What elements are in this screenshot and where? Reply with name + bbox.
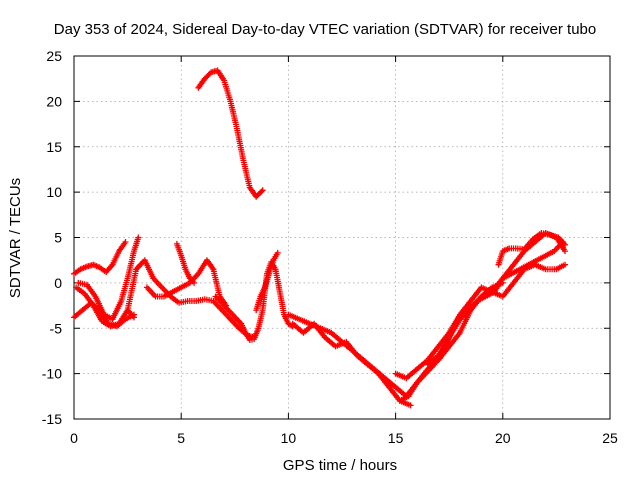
data-series bbox=[71, 67, 568, 409]
y-tick-label: 0 bbox=[54, 275, 62, 291]
y-tick-label: 5 bbox=[54, 230, 62, 246]
data-track bbox=[71, 239, 129, 277]
data-track bbox=[424, 230, 568, 368]
y-axis-label: SDTVAR / TECUs bbox=[7, 178, 24, 298]
data-track bbox=[143, 257, 230, 309]
y-tick-label: 20 bbox=[46, 93, 62, 109]
x-tick-label: 5 bbox=[177, 430, 185, 446]
data-track bbox=[173, 240, 198, 286]
y-tick-label: -10 bbox=[42, 366, 62, 382]
y-tick-label: -15 bbox=[42, 411, 62, 427]
data-track bbox=[396, 239, 566, 404]
chart-title: Day 353 of 2024, Sidereal Day-to-day VTE… bbox=[54, 21, 596, 38]
y-tick-label: 15 bbox=[46, 139, 62, 155]
data-track bbox=[253, 249, 281, 314]
x-tick-label: 10 bbox=[281, 430, 297, 446]
x-tick-label: 20 bbox=[495, 430, 511, 446]
grid bbox=[74, 56, 610, 419]
data-track bbox=[124, 257, 258, 341]
data-track bbox=[73, 284, 137, 330]
y-tick-label: 10 bbox=[46, 184, 62, 200]
x-axis-label: GPS time / hours bbox=[283, 457, 397, 474]
x-tick-label: 0 bbox=[70, 430, 78, 446]
data-track bbox=[289, 320, 414, 409]
data-track bbox=[495, 230, 568, 268]
data-track bbox=[75, 234, 142, 323]
data-track bbox=[195, 67, 266, 200]
y-tick-label: -5 bbox=[50, 320, 63, 336]
data-track bbox=[392, 261, 568, 382]
y-tick-label: 25 bbox=[46, 48, 62, 64]
axis-ticks: 0 5 10 15 20 25 -15 -10 -5 0 5 10 15 20 25 bbox=[42, 48, 618, 446]
x-tick-label: 25 bbox=[602, 430, 618, 446]
x-tick-label: 15 bbox=[388, 430, 404, 446]
